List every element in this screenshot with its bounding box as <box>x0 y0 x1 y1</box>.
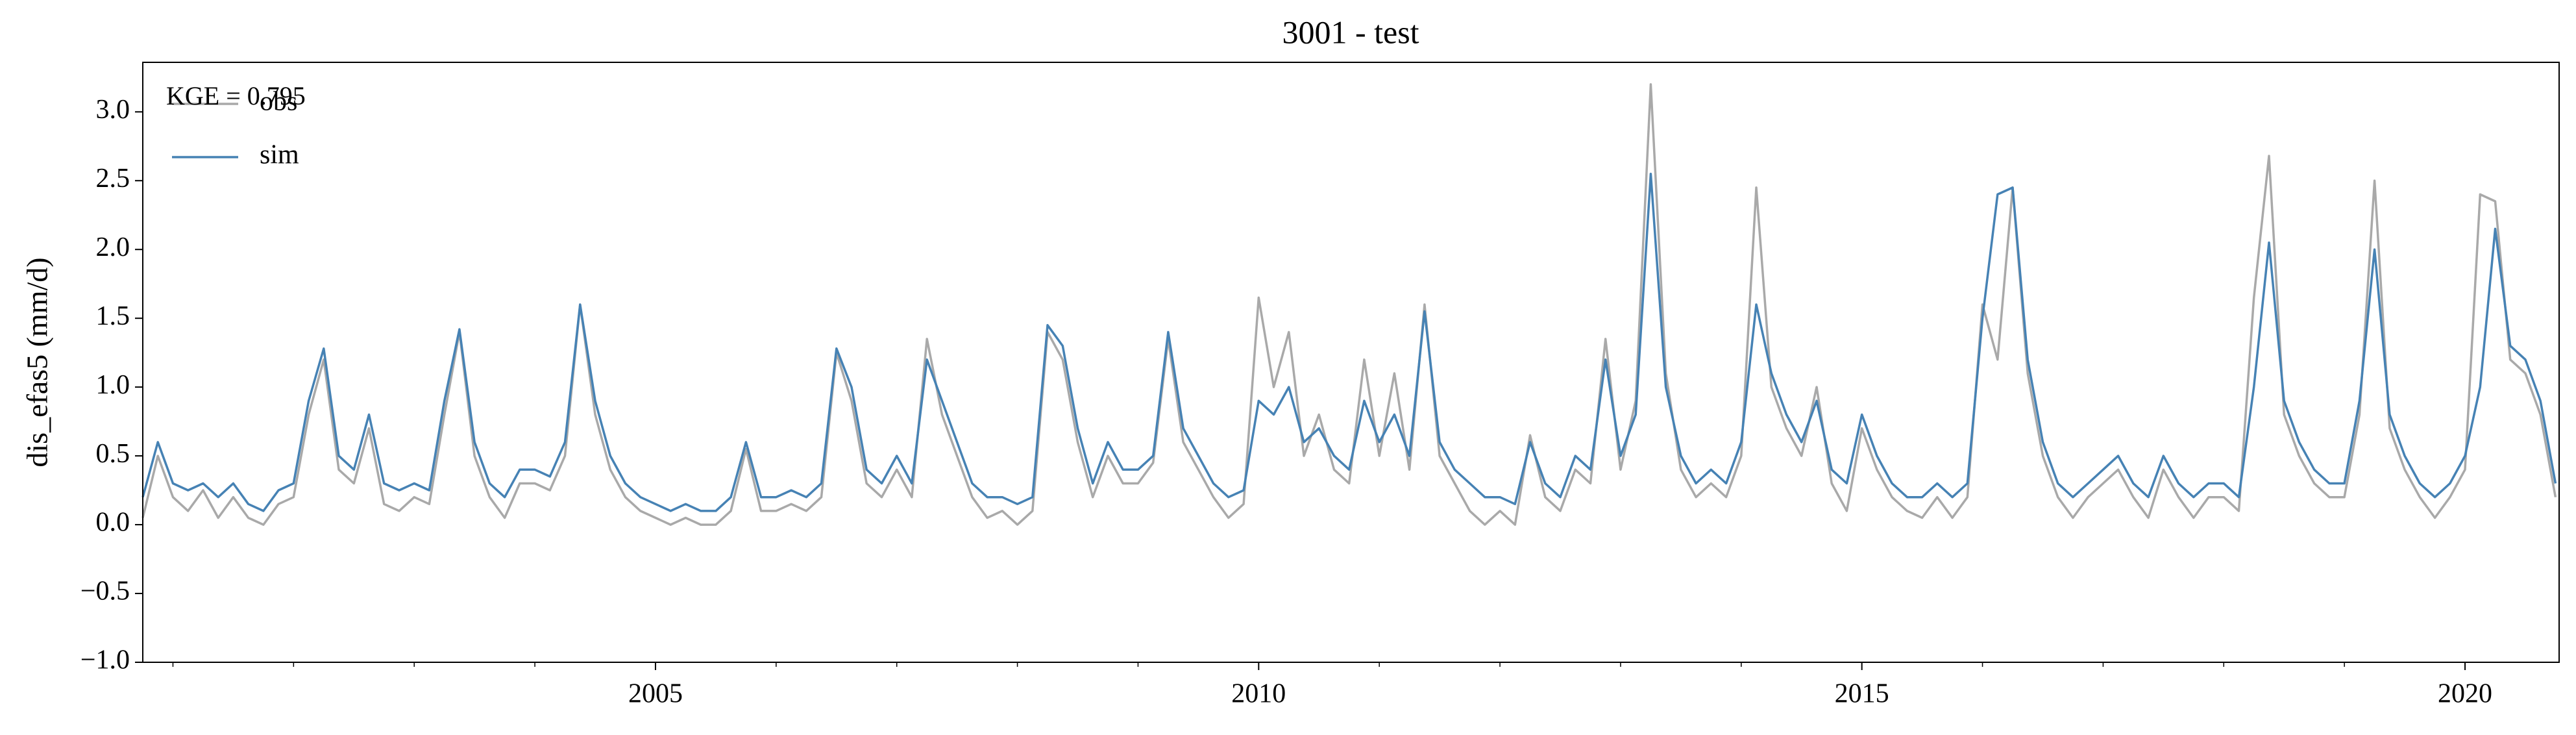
y-tick-label: 1.5 <box>96 301 130 331</box>
x-tick-label: 2010 <box>1231 679 1286 709</box>
series-line <box>141 172 2557 512</box>
y-tick-label: 2.5 <box>96 164 130 193</box>
y-tick-label: 1.0 <box>96 370 130 400</box>
x-tick-label: 2015 <box>1835 679 1889 709</box>
x-tick-label: 2020 <box>2438 679 2492 709</box>
chart-title: 3001 - test <box>1282 14 1419 50</box>
legend-label: sim <box>260 140 299 170</box>
legend-label: obs <box>260 87 297 117</box>
y-tick-label: 0.0 <box>96 508 130 538</box>
y-axis-label: dis_efas5 (mm/d) <box>21 257 54 467</box>
annotation: KGE = 0.795 <box>166 81 306 110</box>
x-tick-label: 2005 <box>628 679 683 709</box>
series-line <box>141 83 2557 526</box>
y-tick-label: 2.0 <box>96 232 130 262</box>
plot-frame <box>142 62 2560 663</box>
y-tick-label: 3.0 <box>96 95 130 125</box>
y-tick-label: −1.0 <box>80 645 130 675</box>
y-tick-label: −0.5 <box>80 577 130 606</box>
y-tick-label: 0.5 <box>96 439 130 469</box>
